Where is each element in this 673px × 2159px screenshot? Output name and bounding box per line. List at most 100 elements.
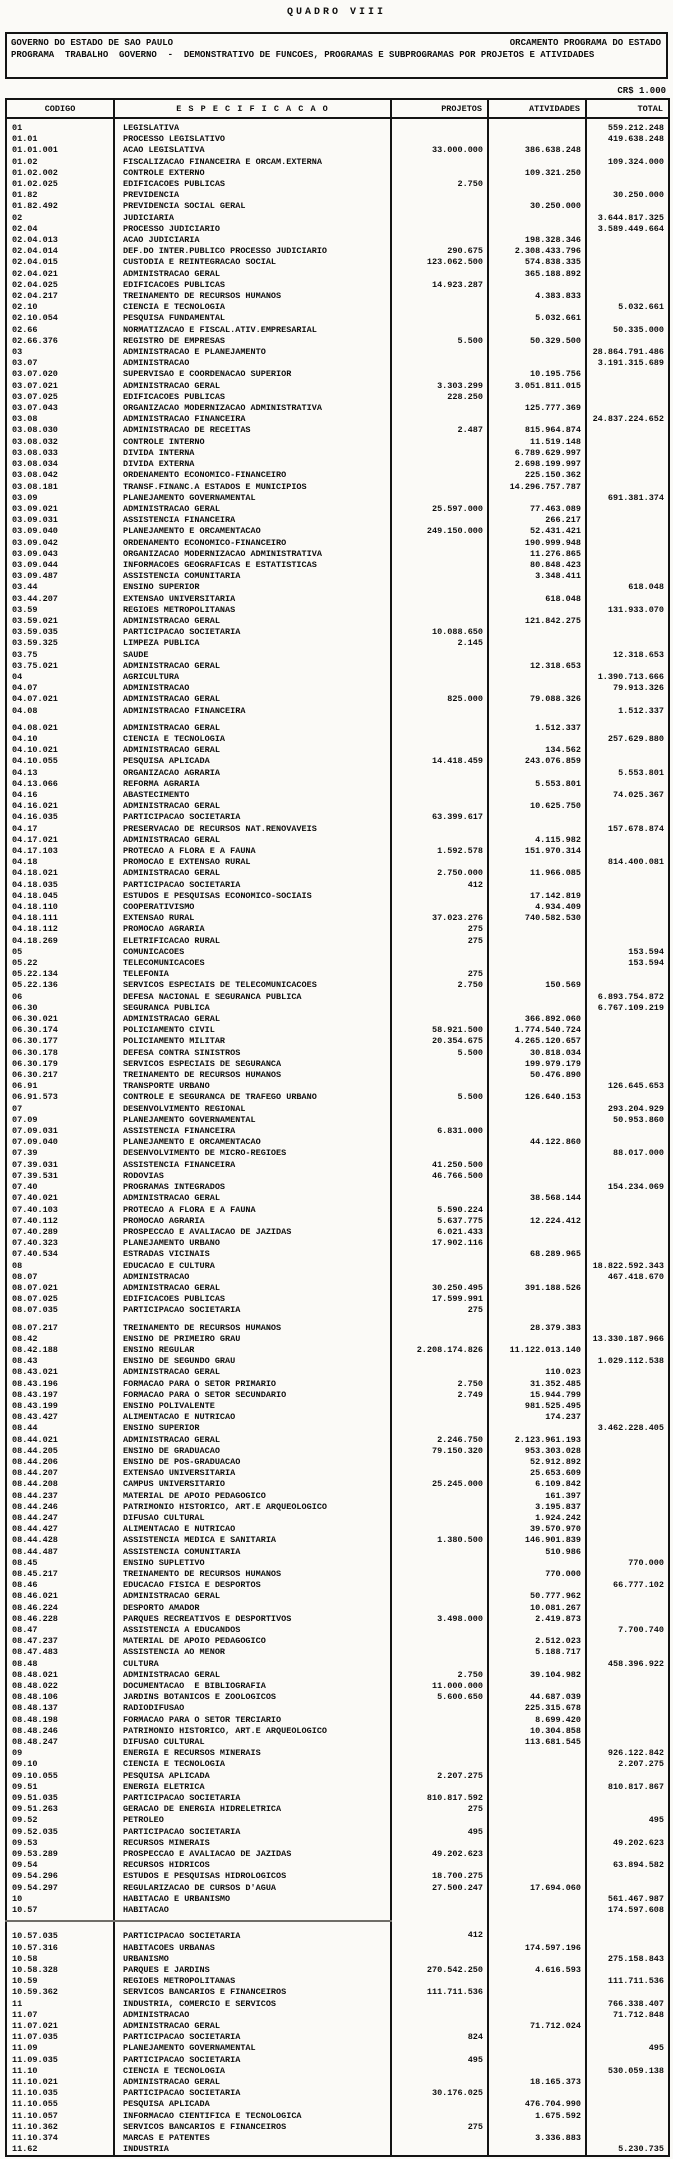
cell-atividades: 4.934.409 <box>488 902 587 914</box>
cell-projetos <box>391 2076 489 2089</box>
cell-especificacao: PARTICIPACAO SOCIETARIA <box>114 627 392 639</box>
table-row: 02.10 CIENCIA E TECNOLOGIA 5.032.661 <box>6 302 669 314</box>
cell-atividades <box>488 2032 587 2044</box>
table-row: 10.57.035 PARTICIPACAO SOCIETARIA 412 <box>6 1921 669 1943</box>
cell-especificacao: PROSPECCAO E AVALIACAO DE JAZIDAS <box>114 1849 392 1861</box>
cell-codigo: 03.09 <box>6 492 115 504</box>
cell-total <box>586 381 669 392</box>
cell-total <box>586 2077 669 2088</box>
cell-codigo: 08.44.208 <box>6 1479 115 1491</box>
cell-total <box>586 1025 669 1036</box>
cell-atividades: 199.979.179 <box>488 1058 587 1071</box>
cell-total: 28.864.791.486 <box>592 347 664 358</box>
cell-atividades <box>488 2054 587 2066</box>
cell-atividades <box>488 1953 587 1965</box>
cell-atividades <box>488 1658 587 1670</box>
table-row: 06.30.177 POLICIAMENTO MILITAR 20.354.675 4… <box>6 1036 669 1048</box>
table-row: 10.58 URBANISMO 275.158.843 <box>6 1953 669 1965</box>
table-row: 06 DEFESA NACIONAL E SEGURANCA PUBLICA 6.8… <box>6 991 669 1003</box>
table-row: 09.53.289 PROSPECCAO E AVALIACAO DE JAZID… <box>6 1849 669 1861</box>
cell-especificacao: ADMINISTRACAO <box>114 2009 392 2021</box>
cell-codigo: 03.08.030 <box>6 425 115 437</box>
cell-atividades: 981.525.495 <box>488 1400 587 1413</box>
cell-total <box>586 1294 669 1305</box>
cell-projetos: 275 <box>391 1804 489 1816</box>
cell-especificacao: DIVIDA INTERNA <box>114 447 392 460</box>
cell-projetos <box>391 1367 489 1379</box>
cell-especificacao: DEF.DO INTER.PUBLICO PROCESSO JUDICIARIO <box>114 246 392 258</box>
cell-atividades <box>488 683 587 695</box>
cell-total <box>586 1048 669 1059</box>
cell-codigo: 08.47 <box>6 1625 115 1637</box>
cell-projetos <box>391 1423 489 1435</box>
cell-codigo: 08.44.487 <box>6 1546 115 1558</box>
cell-atividades: 190.999.948 <box>488 537 587 549</box>
cell-atividades: 30.250.000 <box>488 201 587 213</box>
table-row: 09.51 ENERGIA ELETRICA 810.817.867 <box>6 1781 669 1794</box>
cell-codigo: 03.09.044 <box>6 559 115 572</box>
cell-atividades: 146.901.839 <box>488 1535 587 1547</box>
cell-projetos <box>391 492 489 504</box>
cell-especificacao: URBANISMO <box>114 1953 392 1965</box>
cell-projetos: 5.500 <box>391 1047 489 1059</box>
cell-codigo: 11.10.374 <box>6 2132 115 2145</box>
cell-total: 495 <box>648 2043 664 2054</box>
cell-projetos <box>391 1193 489 1205</box>
cell-codigo: 09.52.035 <box>6 1826 115 1838</box>
table-row: 01.82 PREVIDENCIA 30.250.000 <box>6 190 669 202</box>
cell-especificacao: EDIFICACOES PUBLICAS <box>114 279 392 292</box>
cell-atividades: 225.315.678 <box>488 1703 587 1715</box>
table-row: 03.59 REGIOES METROPOLITANAS 131.933.070 <box>6 604 669 616</box>
table-row: 07.39 DESENVOLVIMENTO DE MICRO-REGIOES 88.… <box>6 1148 669 1160</box>
cell-especificacao: EDUCACAO FISICA E DESPORTOS <box>114 1580 392 1592</box>
cell-atividades <box>488 879 587 891</box>
cell-total <box>586 1502 669 1513</box>
cell-codigo: 09 <box>6 1748 115 1760</box>
cell-codigo: 08.48.137 <box>6 1703 115 1715</box>
cell-codigo: 08.46.224 <box>6 1602 115 1614</box>
cell-codigo: 05.22.136 <box>6 980 115 992</box>
table-row: 08 EDUCACAO E CULTURA 18.822.592.343 <box>6 1260 669 1272</box>
cell-total: 1.029.112.538 <box>597 1356 664 1367</box>
cell-especificacao: ADMINISTRACAO <box>114 683 392 695</box>
cell-codigo: 08.45.217 <box>6 1569 115 1581</box>
table-row: 01.01.001 ACAO LEGISLATIVA 33.000.000 386.6… <box>6 145 669 157</box>
cell-atividades <box>488 1103 587 1115</box>
table-row: 10.57 HABITACAO 174.597.608 <box>6 1905 669 1923</box>
cell-atividades: 174.597.196 <box>488 1942 587 1954</box>
cell-atividades <box>488 358 587 370</box>
cell-atividades: 10.081.267 <box>488 1602 587 1614</box>
cell-codigo: 07.39.031 <box>6 1159 115 1171</box>
cell-especificacao: ASSISTENCIA MEDICA E SANITARIA <box>114 1535 392 1547</box>
cell-total <box>586 538 669 549</box>
cell-total <box>586 1227 669 1238</box>
cell-especificacao: ESTRADAS VICINAIS <box>114 1249 392 1261</box>
cell-atividades: 17.694.060 <box>488 1882 587 1894</box>
cell-codigo: 01.02 <box>6 156 115 168</box>
cell-total <box>586 661 669 672</box>
cell-total <box>586 723 669 734</box>
cell-codigo: 11.10.362 <box>6 2121 115 2133</box>
cell-especificacao: RECURSOS HIDRICOS <box>114 1860 392 1872</box>
cell-codigo: 01.02.002 <box>6 167 115 180</box>
table-row: 07.40.021 ADMINISTRACAO GERAL 38.568.144 <box>6 1193 669 1205</box>
cell-projetos <box>391 890 489 903</box>
cell-projetos <box>391 958 489 970</box>
table-row: 06.30.178 DEFESA CONTRA SINISTROS 5.500 30.… <box>6 1047 669 1059</box>
table-row: 02.04.014 DEF.DO INTER.PUBLICO PROCESSO J… <box>6 246 669 258</box>
cell-atividades <box>488 767 587 779</box>
cell-projetos <box>391 1569 489 1581</box>
table-row: 07.40.534 ESTRADAS VICINAIS 68.289.965 <box>6 1249 669 1261</box>
cell-especificacao: ACAO JUDICIARIA <box>114 235 392 247</box>
cell-projetos <box>391 1942 489 1954</box>
cell-atividades: 4.383.833 <box>488 291 587 303</box>
cell-codigo: 04.08.021 <box>6 722 115 734</box>
cell-projetos <box>391 156 489 168</box>
cell-codigo: 10.58.328 <box>6 1964 115 1977</box>
cell-codigo: 03.08 <box>6 414 115 426</box>
cell-codigo: 02.10.054 <box>6 313 115 325</box>
cell-total <box>586 470 669 481</box>
cell-total <box>586 1771 669 1782</box>
cell-projetos <box>391 1725 489 1738</box>
cell-projetos: 37.023.276 <box>391 913 489 925</box>
